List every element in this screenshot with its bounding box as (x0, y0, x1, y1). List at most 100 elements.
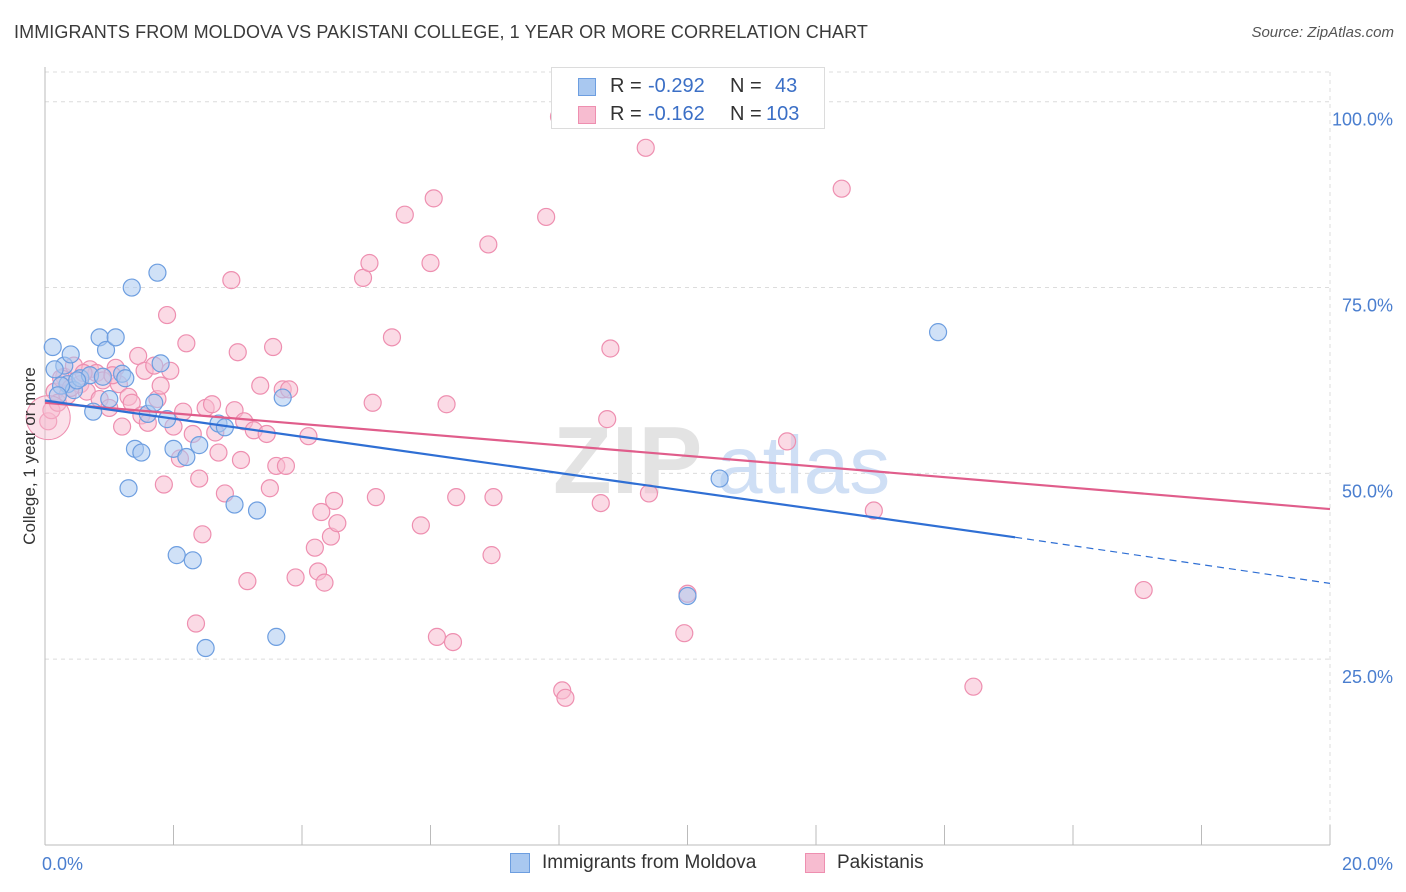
pakistani-point-34 (186, 614, 206, 633)
moldova-points (43, 263, 948, 658)
moldova-point-40 (68, 371, 87, 390)
pakistani-point-27 (157, 305, 177, 325)
trend-lines (44, 399, 1331, 584)
pakistani-point-69 (366, 488, 385, 507)
pakistani-point-68 (363, 393, 382, 412)
pakistani-point-94 (777, 432, 797, 451)
pakistani-point-57 (286, 568, 305, 587)
moldova-point-17 (132, 443, 151, 462)
moldova-point-0 (43, 337, 62, 357)
n-label: N = (730, 75, 762, 97)
pakistani-point-72 (411, 516, 430, 535)
pakistani-point-55 (276, 456, 296, 476)
pakistani-point-32 (177, 334, 196, 353)
n-label: N = (730, 103, 762, 125)
x-tick-label-1: 20.0% (1342, 854, 1393, 874)
moldova-point-26 (183, 551, 202, 570)
moldova-point-34 (273, 388, 292, 407)
moldova-point-41 (93, 367, 112, 386)
pakistani-point-64 (325, 491, 344, 510)
pakistani-point-89 (636, 138, 655, 157)
pakistani-point-25 (151, 376, 170, 395)
pakistani-point-65 (328, 514, 347, 533)
moldova-legend-swatch (510, 853, 530, 873)
pakistani-point-61 (312, 502, 331, 522)
pakistani-point-76 (437, 395, 456, 414)
pakistani-point-74 (424, 189, 443, 208)
y-tick-label-2: 75.0% (1342, 296, 1393, 316)
pakistani-legend-label: Pakistanis (837, 852, 924, 873)
y-axis-label: College, 1 year or more (20, 367, 39, 545)
pakistani-point-42 (222, 271, 241, 290)
r-label: R = (610, 103, 642, 125)
pakistani-point-87 (598, 410, 617, 429)
chart-title: IMMIGRANTS FROM MOLDOVA VS PAKISTANI COL… (14, 22, 868, 42)
pakistani-point-80 (482, 546, 501, 565)
pakistani-point-95 (832, 179, 851, 198)
pakistani-point-82 (537, 207, 556, 227)
stats-legend: R = -0.292 N = 43 R = -0.162 N = 103 (551, 67, 825, 129)
pakistani-trend-line (44, 401, 1331, 511)
pakistani-point-77 (443, 632, 463, 652)
moldova-swatch (578, 78, 596, 96)
pakistani-point-70 (382, 328, 402, 347)
moldova-point-24 (167, 546, 186, 565)
source-credit: Source: ZipAtlas.com (1251, 24, 1394, 41)
pakistani-point-16 (112, 417, 132, 436)
pakistani-point-47 (238, 572, 257, 591)
pakistani-cluster-point (25, 395, 71, 441)
pakistani-point-18 (122, 393, 141, 412)
pakistani-point-85 (556, 688, 575, 707)
tick-labels: 25.0% 50.0% 75.0% 100.0% 0.0% 20.0% (42, 110, 1393, 874)
moldova-point-11 (100, 389, 119, 409)
y-tick-label-3: 100.0% (1332, 110, 1393, 130)
moldova-point-14 (116, 369, 135, 388)
moldova-legend-label: Immigrants from Moldova (542, 852, 757, 873)
moldova-point-31 (225, 495, 244, 514)
moldova-point-15 (122, 278, 141, 297)
pakistani-swatch (578, 106, 596, 124)
x-tick-label-0: 0.0% (42, 854, 83, 874)
moldova-point-32 (247, 501, 267, 520)
pakistani-point-67 (360, 253, 379, 273)
legend-row-moldova: R = -0.292 N = 43 (552, 72, 826, 102)
pakistani-point-38 (202, 395, 222, 414)
moldova-point-12 (106, 328, 125, 347)
watermark-zip: ZIP (553, 407, 702, 514)
r-value-moldova: -0.292 (648, 75, 705, 97)
pakistani-point-31 (174, 402, 193, 421)
pakistani-point-40 (209, 443, 228, 462)
pakistani-point-62 (315, 573, 334, 592)
pakistani-point-79 (479, 235, 498, 254)
moldova-point-10 (96, 340, 116, 360)
r-label: R = (610, 75, 642, 97)
y-tick-label-0: 25.0% (1342, 667, 1393, 687)
legend-item-moldova[interactable]: Immigrants from Moldova (510, 851, 780, 877)
pakistani-point-96 (864, 501, 883, 520)
moldova-trend-extension (1015, 536, 1331, 584)
legend-item-pakistani[interactable]: Pakistanis (805, 851, 945, 877)
axes (44, 67, 1331, 846)
pakistani-point-26 (154, 475, 173, 494)
legend-row-pakistani: R = -0.162 N = 103 (552, 100, 826, 130)
pakistani-point-98 (1134, 580, 1153, 600)
pakistani-point-91 (675, 624, 694, 643)
pakistani-point-71 (395, 205, 414, 224)
pakistani-point-36 (193, 525, 212, 544)
moldova-point-3 (61, 345, 80, 364)
pakistani-point-97 (964, 677, 983, 696)
pakistani-point-86 (591, 493, 610, 513)
pakistani-point-44 (228, 343, 247, 362)
moldova-point-36 (678, 586, 697, 606)
moldova-point-37 (710, 469, 729, 488)
pakistani-point-75 (427, 627, 447, 646)
moldova-point-35 (119, 479, 138, 498)
moldova-point-23 (164, 439, 183, 458)
pakistani-point-52 (263, 337, 283, 357)
pakistani-point-88 (601, 339, 620, 358)
moldova-point-19 (145, 393, 164, 412)
moldova-point-33 (267, 627, 286, 646)
moldova-point-28 (196, 638, 215, 658)
pakistani-point-35 (190, 469, 209, 488)
